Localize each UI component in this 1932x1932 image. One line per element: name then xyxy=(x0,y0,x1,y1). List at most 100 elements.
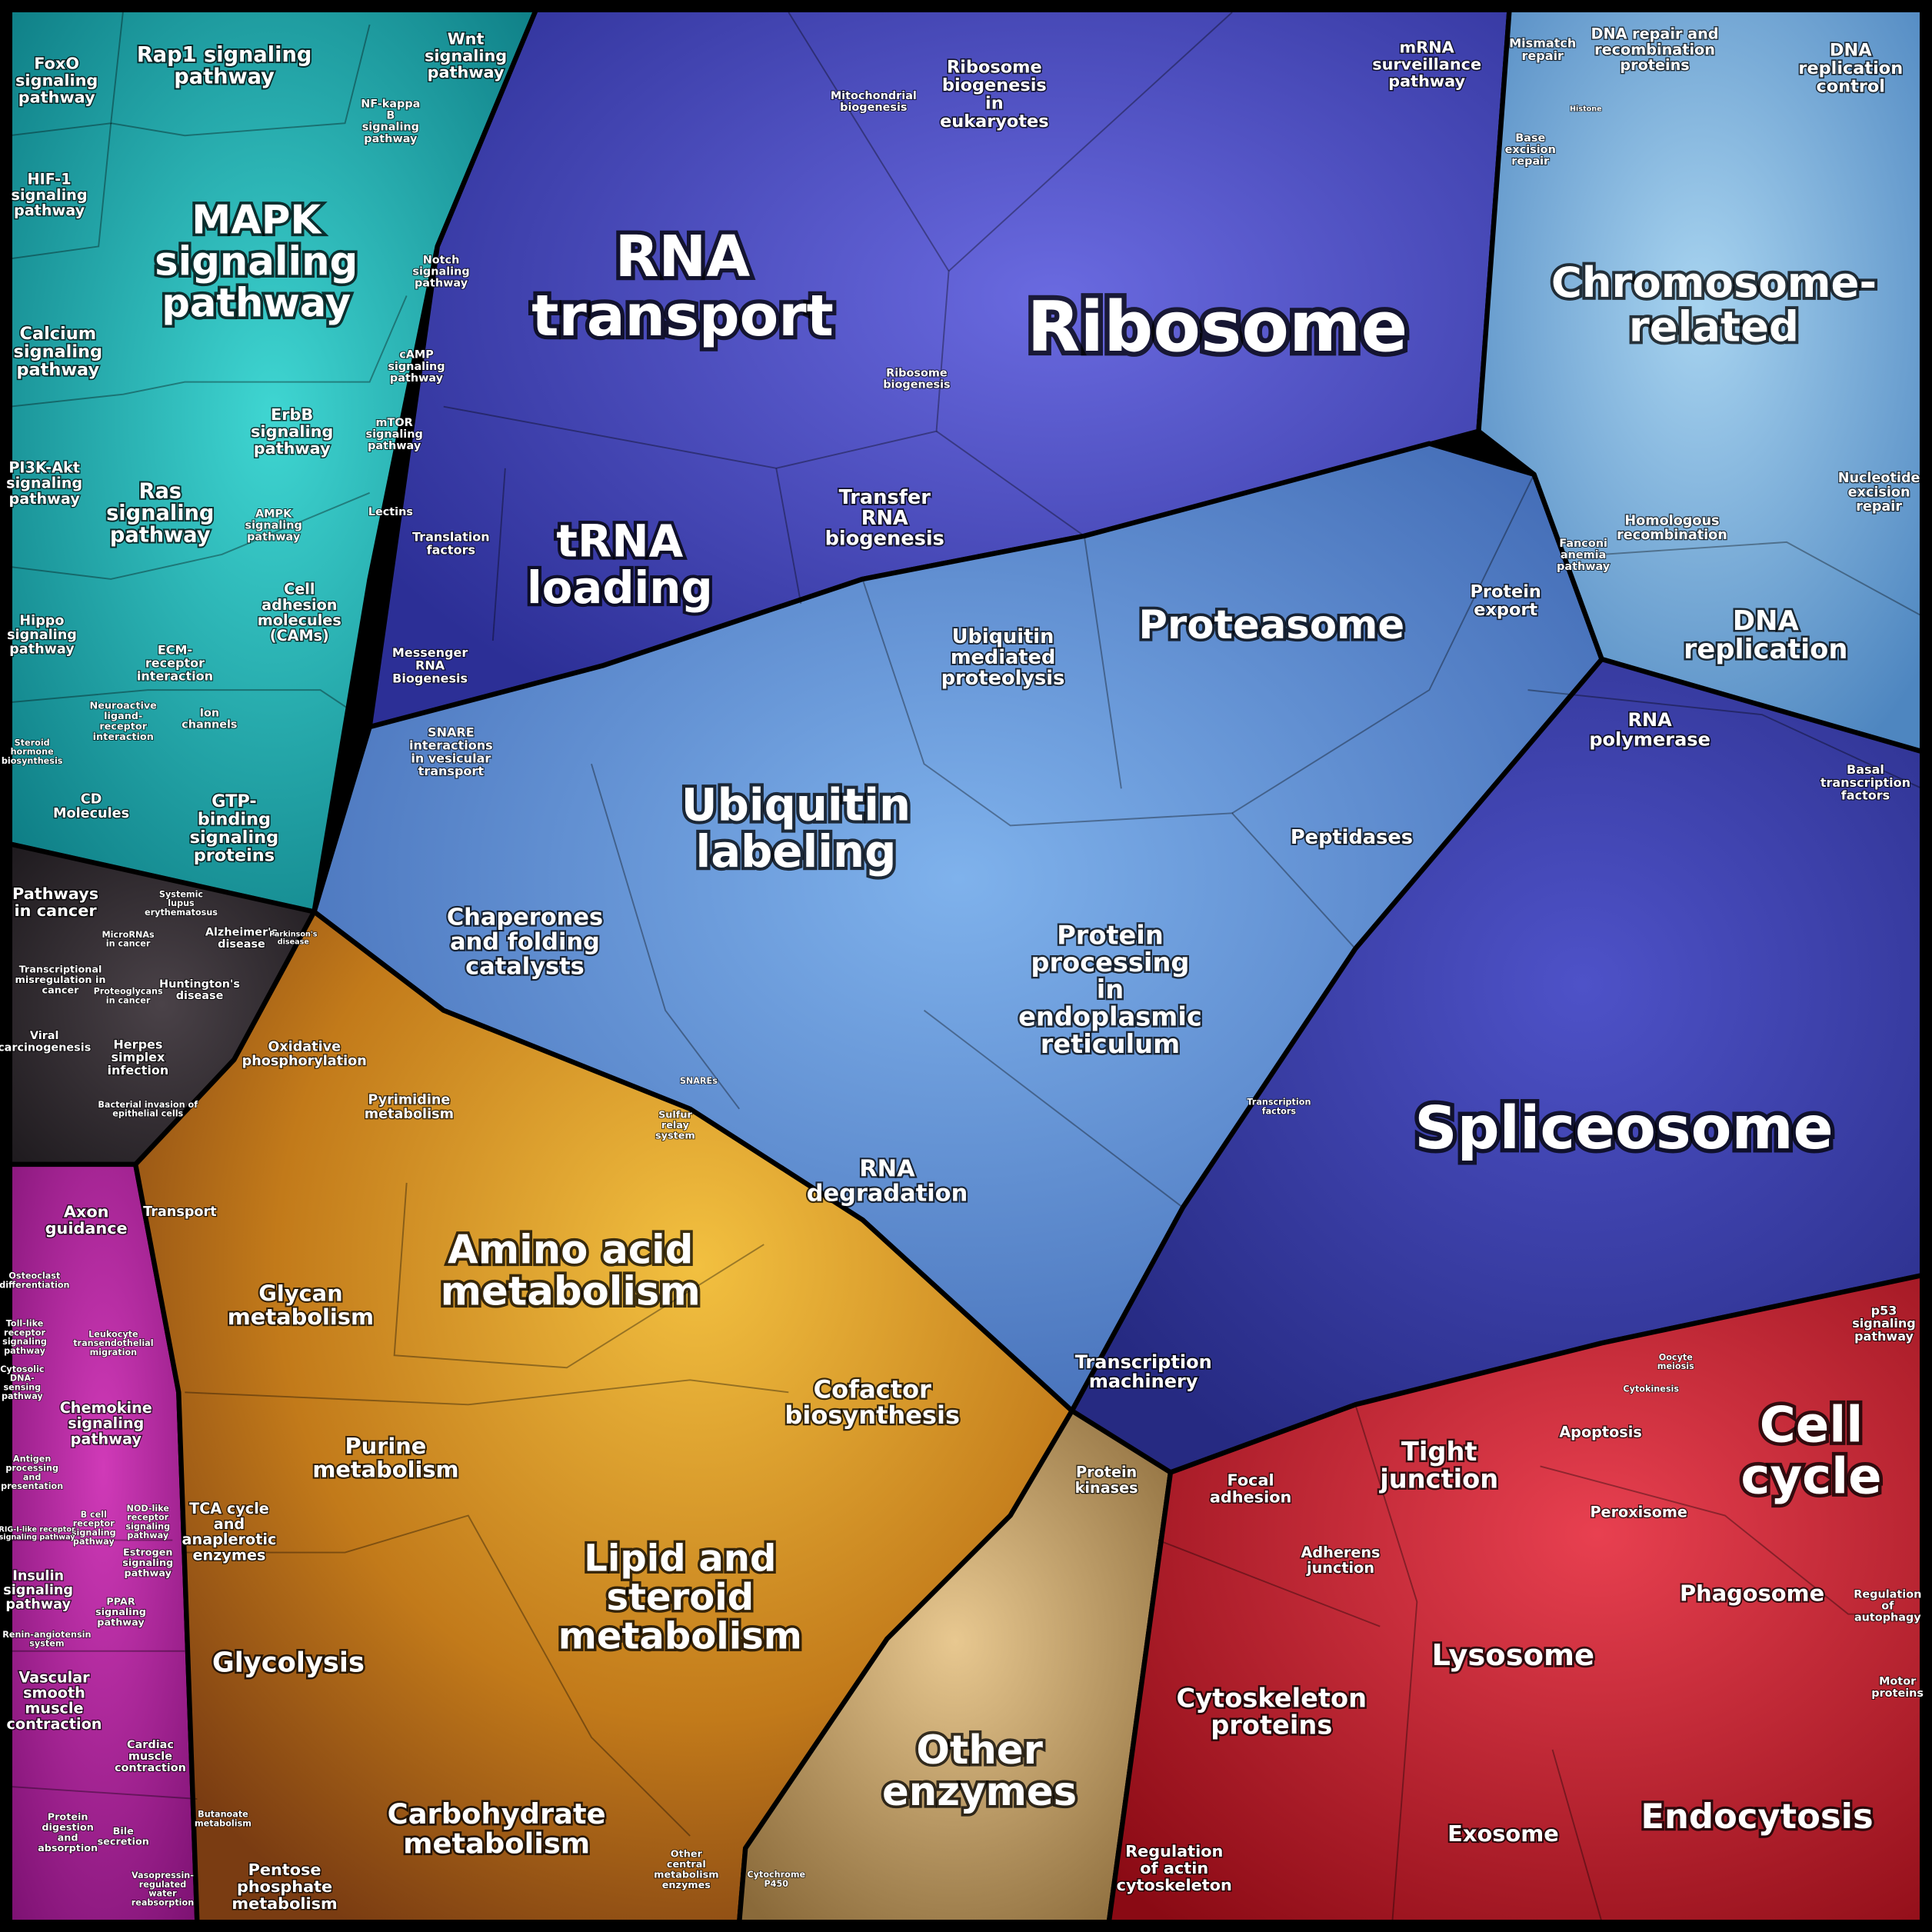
region-label: Peroxisome xyxy=(1590,1503,1687,1521)
region-label: Ribosome biogenesis in eukaryotes xyxy=(940,57,1048,132)
region-label: Cell adhesion molecules (CAMs) xyxy=(258,581,341,645)
border xyxy=(9,491,370,580)
region-label: MicroRNAs in cancer xyxy=(102,930,155,949)
region-label: Homologous recombination xyxy=(1617,514,1727,544)
region-label: Pyrimidine metabolism xyxy=(365,1093,454,1123)
region-label: tRNA loading xyxy=(527,515,713,615)
region-label: DNA repair and recombination proteins xyxy=(1591,25,1719,74)
region-label: AMPK signaling pathway xyxy=(245,508,302,543)
region-label: Protein export xyxy=(1470,581,1541,620)
region-label: Lysosome xyxy=(1431,1638,1594,1673)
region-label: Motor proteins xyxy=(1871,1676,1924,1700)
region-label: Cardiac muscle contraction xyxy=(115,1739,186,1774)
region-label: Bacterial invasion of epithelial cells xyxy=(98,1100,198,1119)
border xyxy=(1083,535,1122,789)
region-label: RNA degradation xyxy=(807,1155,968,1207)
region-label: Transcription machinery xyxy=(1075,1351,1212,1392)
region-label: Transcription factors xyxy=(1247,1098,1311,1117)
region-label: Cytokinesis xyxy=(1623,1384,1679,1394)
region-label: Ubiquitin labeling xyxy=(681,778,911,878)
region-label: Oxidative phosphorylation xyxy=(242,1040,367,1070)
region-label: PPAR signaling pathway xyxy=(95,1596,146,1628)
border xyxy=(443,12,950,469)
region-label: Protein processing in endoplasmic reticulum xyxy=(1018,921,1202,1059)
border xyxy=(9,295,408,408)
region-label: Exosome xyxy=(1447,1820,1559,1847)
region-label: Spliceosome xyxy=(1414,1094,1833,1163)
region-label: Cytochrome P450 xyxy=(747,1870,805,1889)
border xyxy=(1551,1749,1603,1923)
region-label: cAMP signaling pathway xyxy=(388,349,445,385)
region-label: Mitochondrial biogenesis xyxy=(831,90,917,114)
region-label: Translation factors xyxy=(412,530,490,558)
border xyxy=(1158,1539,1381,1627)
region-label: Neuroactive ligand-receptor interaction xyxy=(90,700,158,742)
region-label: FoxO signaling pathway xyxy=(15,55,98,107)
region-label: Mismatch repair xyxy=(1509,35,1576,63)
region-label: Ubiquitin mediated proteolysis xyxy=(941,625,1065,690)
region-label: mTOR signaling pathway xyxy=(366,417,423,452)
region-label: Ion channels xyxy=(182,707,237,731)
region-label: CD Molecules xyxy=(53,792,129,822)
region-label: Toll-like receptor signaling pathway xyxy=(2,1318,47,1355)
region-label: p53 signaling pathway xyxy=(1852,1303,1916,1344)
region-label: Ras signaling pathway xyxy=(106,479,214,547)
region-label: Ribosome xyxy=(1027,288,1407,368)
region-label: Proteoglycans in cancer xyxy=(94,986,163,1005)
region-label: RNA polymerase xyxy=(1589,709,1710,750)
region-label: SNARE interactions in vesicular transport xyxy=(409,725,493,778)
region-label: MAPK signaling pathway xyxy=(155,198,358,327)
region-label: Transfer RNA biogenesis xyxy=(825,486,944,551)
border xyxy=(9,1786,198,1800)
region-label: Huntington's disease xyxy=(159,978,240,1002)
region-label: Ribosome biogenesis xyxy=(883,367,950,391)
region-label: Chemokine signaling pathway xyxy=(60,1399,152,1447)
region-label: Glycolysis xyxy=(212,1647,365,1678)
region-label: Vascular smooth muscle contraction xyxy=(7,1668,102,1733)
border xyxy=(185,1514,691,1837)
region-label: Vasopressin-regulated water reabsorption xyxy=(132,1870,195,1907)
region-label: Glycan metabolism xyxy=(228,1281,374,1330)
border xyxy=(948,12,1233,272)
region-label: Focal adhesion xyxy=(1210,1471,1292,1507)
border xyxy=(9,9,125,137)
region-label: Parkinson's disease xyxy=(269,930,318,946)
region-label: Lectins xyxy=(368,506,413,518)
labels: FoxO signaling pathway Rap1 signaling pathwa… xyxy=(0,24,1924,1914)
region-label: Regulation of autophagy xyxy=(1854,1588,1921,1624)
region-label: mRNA surveillance pathway xyxy=(1372,38,1481,91)
region-label: GTP-binding signaling proteins xyxy=(190,791,278,866)
region-label: Amino acid metabolism xyxy=(441,1227,701,1315)
region-label: Transcriptional misregulation in cancer xyxy=(15,964,106,997)
border xyxy=(861,578,1356,950)
region-label: Butanoate metabolism xyxy=(195,1810,251,1829)
region-label: PI3K-Akt signaling pathway xyxy=(6,459,82,508)
region-label: ErbB signaling pathway xyxy=(251,405,333,458)
region-label: Viral carcinogenesis xyxy=(0,1030,91,1054)
region-label: NOD-like receptor signaling pathway xyxy=(125,1504,170,1541)
border xyxy=(9,123,112,260)
region-label: Regulation of actin cytoskeleton xyxy=(1117,1842,1232,1894)
region-label: Wnt signaling pathway xyxy=(425,30,507,82)
region-label: Insulin signaling pathway xyxy=(3,1568,73,1612)
region-label: Osteoclast differentiation xyxy=(0,1271,70,1291)
border xyxy=(591,763,740,1110)
region-label: Peptidases xyxy=(1291,826,1413,849)
region-label: Alzheimer's disease xyxy=(205,927,278,951)
region-label: Base excision repair xyxy=(1505,132,1556,168)
border xyxy=(111,24,371,137)
region-label: Rap1 signaling pathway xyxy=(137,43,312,89)
region-label: SNAREs xyxy=(680,1076,718,1086)
region-label: Phagosome xyxy=(1680,1581,1824,1607)
region-label: Tight junction xyxy=(1378,1437,1498,1494)
region-label: Hippo signaling pathway xyxy=(7,614,77,658)
region-label: RIG-I-like receptor signaling pathway xyxy=(0,1525,75,1541)
region-label: RNA transport xyxy=(531,225,834,349)
border xyxy=(1601,541,1923,617)
border xyxy=(185,1379,789,1406)
region-label: Herpes simplex infection xyxy=(108,1037,169,1078)
border xyxy=(1231,474,1535,814)
border xyxy=(1527,689,1923,790)
